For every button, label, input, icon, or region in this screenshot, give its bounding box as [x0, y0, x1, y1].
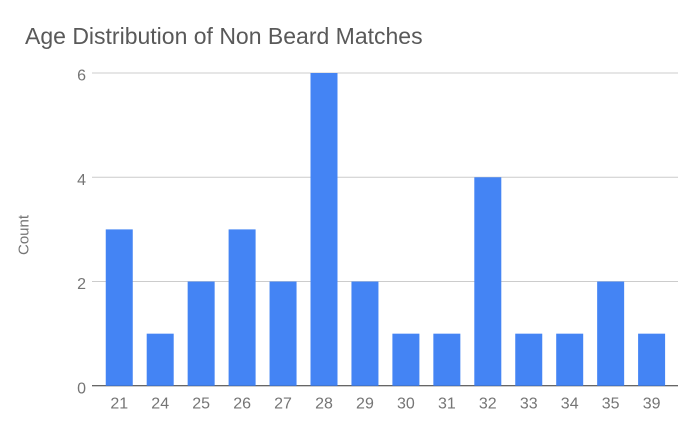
svg-text:29: 29: [356, 396, 374, 413]
svg-text:32: 32: [479, 396, 497, 413]
svg-text:30: 30: [397, 396, 415, 413]
svg-text:27: 27: [274, 396, 292, 413]
svg-text:6: 6: [77, 68, 86, 85]
svg-text:4: 4: [77, 172, 86, 189]
svg-text:25: 25: [192, 396, 210, 413]
svg-text:2: 2: [77, 276, 86, 293]
svg-text:33: 33: [520, 396, 538, 413]
svg-text:28: 28: [315, 396, 333, 413]
svg-text:39: 39: [643, 396, 661, 413]
svg-text:31: 31: [438, 396, 456, 413]
svg-text:26: 26: [233, 396, 251, 413]
svg-text:21: 21: [110, 396, 128, 413]
svg-text:35: 35: [602, 396, 620, 413]
svg-text:0: 0: [77, 380, 86, 397]
svg-text:34: 34: [561, 396, 579, 413]
svg-text:24: 24: [151, 396, 169, 413]
